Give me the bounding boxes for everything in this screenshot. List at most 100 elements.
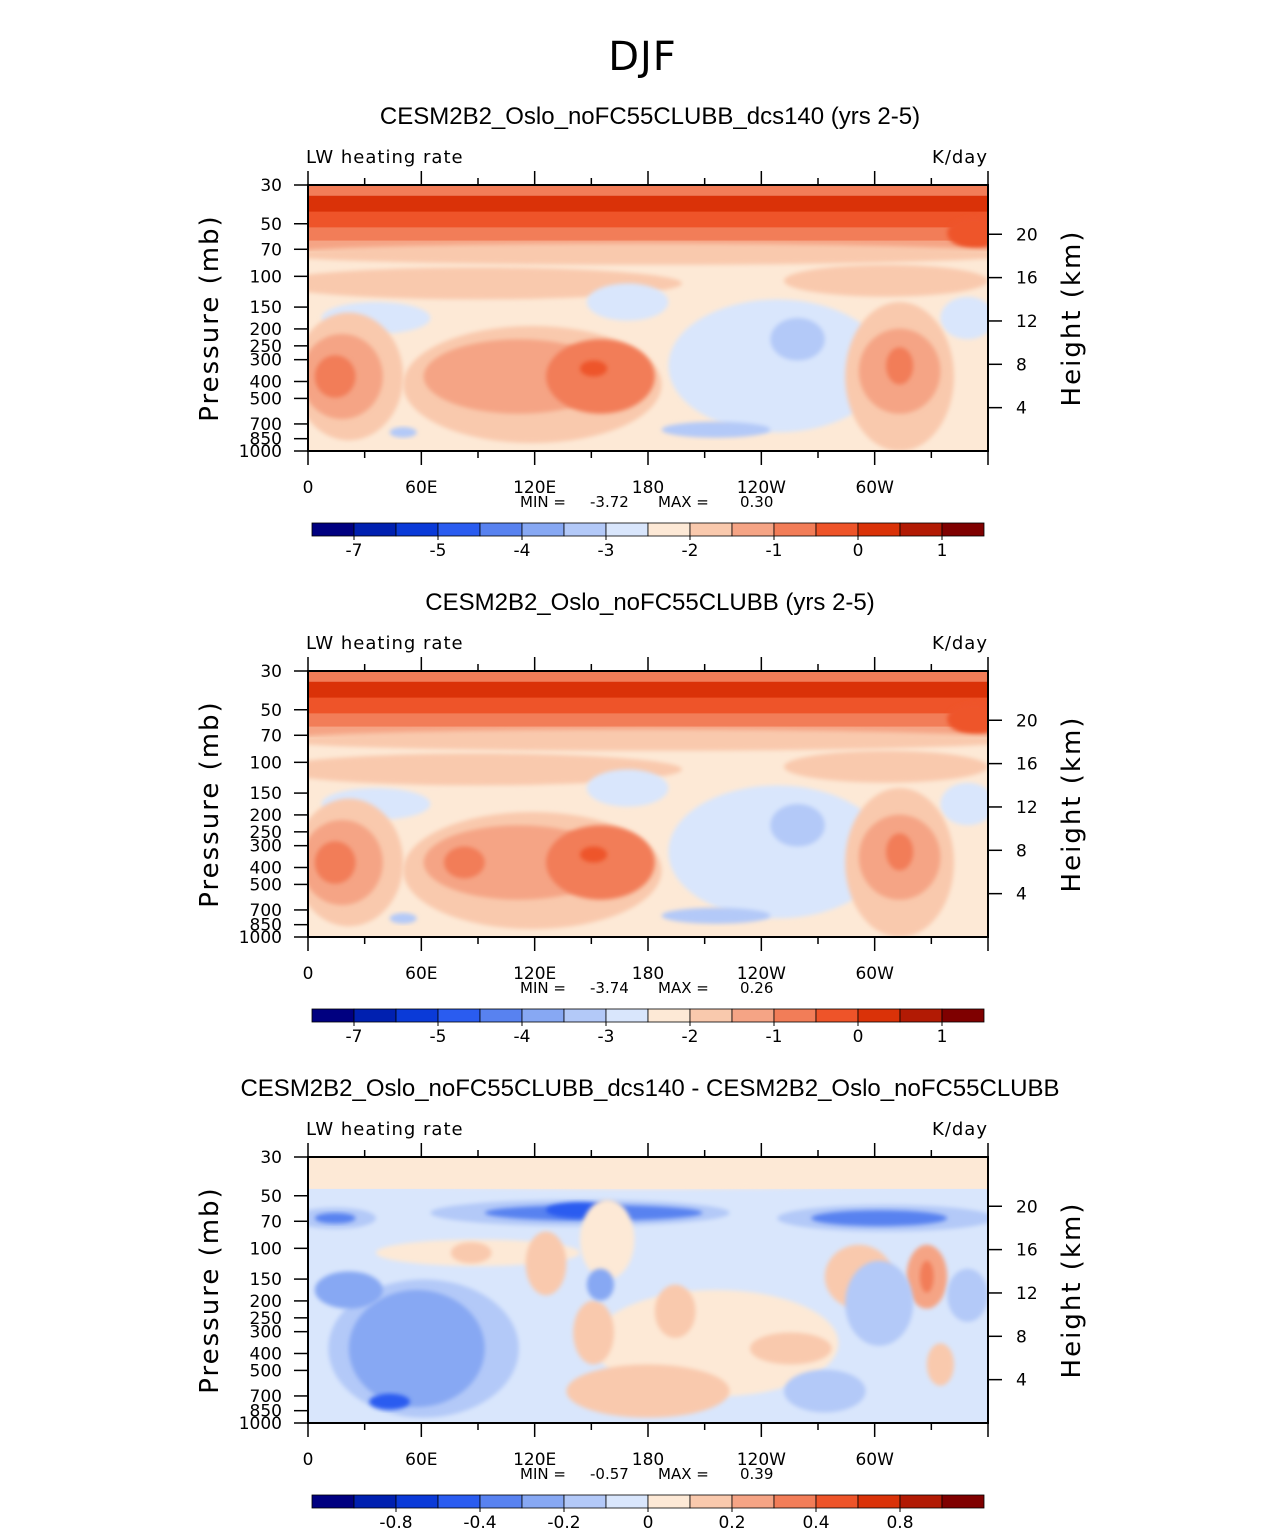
contour-panel-2: CESM2B2_Oslo_noFC55CLUBB (yrs 2-5) LW hea…	[195, 589, 1087, 1047]
colorbar-swatch	[605, 1494, 649, 1509]
y-tick-label: 1000	[239, 928, 282, 948]
contour-blob	[580, 360, 608, 377]
colorbar: -7 -5 -4 -3 -2 -1 0 1	[311, 1008, 985, 1047]
colorbar-label: -5	[430, 541, 447, 561]
contour-blob	[314, 1271, 383, 1309]
units-label: K/day	[932, 1119, 988, 1140]
x-tick-label: 60E	[405, 964, 437, 984]
contour-blob	[314, 841, 356, 884]
field-contours	[308, 671, 988, 937]
contour-blob	[314, 355, 356, 398]
colorbar-swatch	[941, 522, 985, 537]
panel-title: CESM2B2_Oslo_noFC55CLUBB_dcs140 (yrs 2-5…	[380, 103, 920, 130]
colorbar-swatch	[941, 1008, 985, 1023]
y-tick-label: 400	[250, 372, 282, 392]
x-tick-label: 120E	[513, 1450, 556, 1470]
colorbar-swatch	[941, 1494, 985, 1509]
colorbar-label: -2	[682, 541, 699, 561]
colorbar-label: -1	[766, 1027, 783, 1047]
contour-blob	[886, 833, 914, 871]
panel-title: CESM2B2_Oslo_noFC55CLUBB_dcs140 - CESM2B…	[240, 1075, 1059, 1102]
stat-max-label: MAX =	[658, 1465, 709, 1483]
panel-title: CESM2B2_Oslo_noFC55CLUBB (yrs 2-5)	[425, 589, 875, 616]
y-tick-label: 150	[250, 784, 282, 804]
y-tick-label: 700	[250, 1387, 282, 1407]
contour-blob	[784, 1369, 866, 1413]
colorbar-swatch	[689, 522, 733, 537]
colorbar-swatch	[647, 1494, 691, 1509]
y-tick-label: 1000	[239, 1414, 282, 1434]
stat-max-value: 0.39	[740, 1465, 773, 1483]
x-tick-label: 120W	[737, 964, 786, 984]
colorbar-swatch	[689, 1008, 733, 1023]
contour-blob	[308, 1162, 988, 1189]
y-tick-label: 200	[250, 1292, 282, 1312]
colorbar-swatch	[899, 522, 943, 537]
colorbar-swatch	[647, 1008, 691, 1023]
colorbar: -0.8 -0.4 -0.2 0 0.2 0.4 0.8	[311, 1494, 985, 1531]
contour-blob	[770, 318, 825, 361]
y-tick-label: 50	[260, 701, 282, 721]
contour-blob	[661, 421, 771, 438]
height-tick-label: 4	[1016, 399, 1027, 419]
colorbar-swatch	[395, 1494, 439, 1509]
y-tick-label: 300	[250, 351, 282, 371]
figure-title: DJF	[608, 34, 677, 80]
stat-min-label: MIN =	[520, 493, 566, 511]
contour-blob	[389, 427, 417, 438]
contour-blob	[784, 264, 988, 297]
contour-blob	[348, 1290, 485, 1408]
contour-blob	[586, 1268, 615, 1301]
colorbar-swatch	[731, 1008, 775, 1023]
y-tick-label: 70	[260, 1212, 282, 1232]
contour-blob	[525, 1231, 567, 1296]
y-tick-label: 150	[250, 1270, 282, 1290]
colorbar-swatch	[353, 1008, 397, 1023]
y-tick-label: 400	[250, 858, 282, 878]
colorbar-swatch	[647, 522, 691, 537]
y-axis-right-label: Height (km)	[1057, 230, 1087, 407]
colorbar-label: -3	[598, 1027, 615, 1047]
left-label: LW heating rate	[306, 147, 464, 168]
colorbar-label: 1	[937, 1027, 948, 1047]
colorbar-swatch	[311, 1008, 355, 1023]
contour-blob	[546, 339, 655, 414]
stat-min-value: -3.74	[590, 979, 629, 997]
height-tick-label: 8	[1016, 841, 1027, 861]
colorbar: -7 -5 -4 -3 -2 -1 0 1	[311, 522, 985, 561]
y-axis-label: Pressure (mb)	[195, 1186, 225, 1393]
stat-min-value: -0.57	[590, 1465, 629, 1483]
height-tick-label: 4	[1016, 885, 1027, 905]
colorbar-swatch	[773, 1494, 817, 1509]
x-tick-label: 60W	[855, 478, 894, 498]
height-tick-label: 16	[1016, 269, 1038, 289]
y-axis-label: Pressure (mb)	[195, 214, 225, 421]
left-label: LW heating rate	[306, 1119, 464, 1140]
contour-blob	[886, 347, 914, 385]
x-tick-label: 120W	[737, 478, 786, 498]
colorbar-swatch	[437, 1008, 481, 1023]
contour-blob	[369, 1393, 410, 1410]
y-tick-label: 250	[250, 337, 282, 357]
contour-blob	[308, 753, 682, 786]
contour-band	[308, 227, 988, 241]
stat-min-value: -3.72	[590, 493, 629, 511]
colorbar-swatch	[563, 522, 607, 537]
colorbar-swatch	[437, 522, 481, 537]
colorbar-swatch	[857, 1494, 901, 1509]
height-tick-label: 20	[1016, 1197, 1038, 1217]
y-tick-label: 70	[260, 726, 282, 746]
x-tick-label: 120E	[513, 478, 556, 498]
contour-band	[308, 713, 988, 727]
colorbar-label: -2	[682, 1027, 699, 1047]
contour-blob	[450, 1242, 492, 1264]
contour-blob	[947, 702, 988, 735]
x-tick-label: 120W	[737, 1450, 786, 1470]
height-tick-label: 20	[1016, 711, 1038, 731]
y-tick-label: 850	[250, 1402, 282, 1422]
colorbar-swatch	[689, 1494, 733, 1509]
field-contours	[308, 1157, 988, 1423]
height-tick-label: 12	[1016, 798, 1038, 818]
colorbar-swatch	[773, 522, 817, 537]
colorbar-swatch	[563, 1008, 607, 1023]
